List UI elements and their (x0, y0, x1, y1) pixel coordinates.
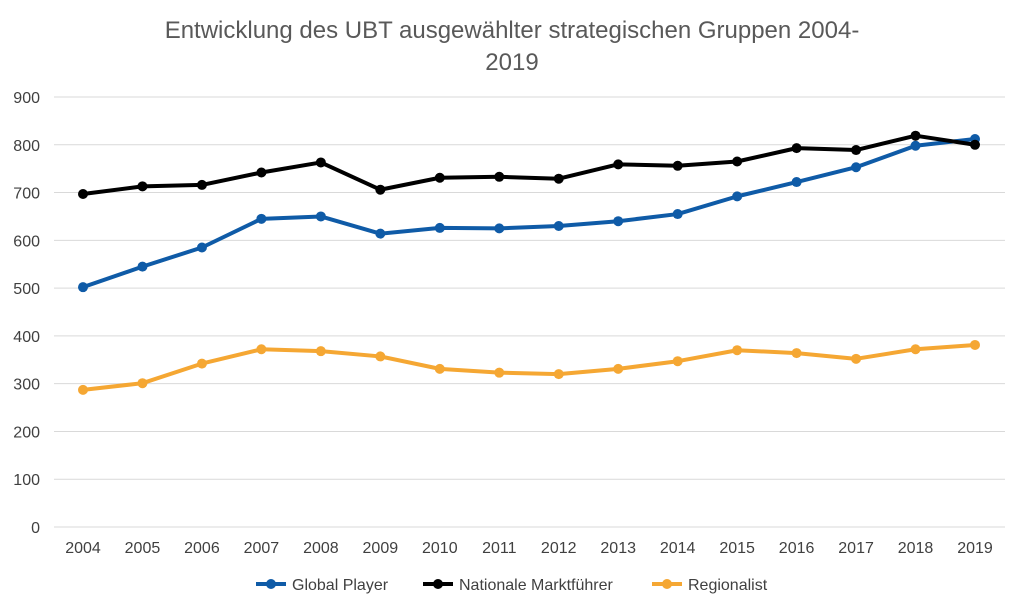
data-point (672, 356, 683, 367)
data-point (137, 261, 148, 272)
x-tick-label: 2017 (838, 540, 874, 557)
data-point (970, 339, 980, 350)
series-0 (78, 134, 980, 293)
y-tick-label: 900 (13, 90, 40, 107)
legend-marker (266, 579, 276, 589)
x-tick-label: 2018 (898, 540, 934, 557)
data-point (315, 211, 326, 222)
y-tick-label: 300 (13, 377, 40, 394)
x-tick-label: 2008 (303, 540, 339, 557)
legend-item-0: Global Player (256, 577, 389, 594)
data-point (196, 358, 207, 369)
y-tick-label: 500 (13, 281, 40, 298)
data-point (732, 345, 743, 356)
x-tick-label: 2019 (957, 540, 993, 557)
series-lines (78, 130, 980, 395)
y-tick-label: 400 (13, 329, 40, 346)
data-point (494, 367, 505, 378)
data-point (910, 140, 921, 151)
y-axis-ticks: 0 100 200 300 400 500 600 700 800 900 (13, 90, 40, 537)
chart-title-line-1: Entwicklung des UBT ausgewählter strateg… (165, 17, 860, 44)
data-point (434, 363, 445, 374)
x-tick-label: 2015 (719, 540, 755, 557)
data-point (494, 171, 505, 182)
data-point (78, 188, 88, 199)
legend-label: Nationale Marktführer (459, 577, 614, 594)
data-point (613, 363, 624, 374)
series-line (81, 137, 977, 290)
y-tick-label: 100 (13, 472, 40, 489)
data-point (613, 216, 624, 227)
x-tick-label: 2010 (422, 540, 458, 557)
data-point (78, 282, 88, 293)
x-tick-label: 2011 (482, 540, 517, 557)
data-point (970, 139, 980, 150)
data-point (791, 143, 802, 154)
x-tick-label: 2014 (660, 540, 696, 557)
data-point (910, 130, 921, 141)
x-tick-label: 2009 (363, 540, 399, 557)
data-point (910, 344, 921, 355)
y-tick-label: 0 (31, 520, 40, 537)
series-line (81, 133, 977, 196)
data-point (434, 222, 445, 233)
x-tick-label: 2004 (65, 540, 101, 557)
data-point (791, 348, 802, 359)
legend-marker (662, 579, 672, 589)
data-point (553, 369, 564, 380)
data-point (375, 228, 386, 239)
y-tick-label: 800 (13, 138, 40, 155)
legend-item-2: Regionalist (652, 577, 768, 594)
data-point (434, 172, 445, 183)
data-point (494, 223, 505, 234)
data-point (78, 384, 88, 395)
y-tick-label: 200 (13, 424, 40, 441)
legend-marker (433, 579, 443, 589)
x-axis-ticks: 2004 2005 2006 2007 2008 2009 2010 2011 2012 2013… (65, 540, 993, 557)
series-2 (78, 339, 980, 395)
y-tick-label: 700 (13, 186, 40, 203)
series-line (81, 342, 977, 392)
x-tick-label: 2012 (541, 540, 577, 557)
x-tick-label: 2013 (600, 540, 636, 557)
series-1 (78, 130, 980, 199)
data-point (196, 242, 207, 253)
data-point (851, 162, 862, 173)
x-tick-label: 2007 (244, 540, 280, 557)
legend-item-1: Nationale Marktführer (423, 577, 614, 594)
data-point (613, 159, 624, 170)
data-point (732, 191, 743, 202)
data-point (256, 213, 267, 224)
legend: Global Player Nationale Marktführer Region… (256, 577, 768, 594)
x-tick-label: 2016 (779, 540, 815, 557)
data-point (315, 157, 326, 168)
data-point (137, 181, 148, 192)
y-tick-label: 600 (13, 233, 40, 250)
data-point (791, 177, 802, 188)
data-point (732, 156, 743, 167)
data-point (196, 179, 207, 190)
x-tick-label: 2006 (184, 540, 220, 557)
data-point (375, 351, 386, 362)
data-point (375, 184, 386, 195)
data-point (851, 145, 862, 156)
data-point (553, 173, 564, 184)
data-point (256, 167, 267, 178)
data-point (672, 160, 683, 171)
data-point (315, 346, 326, 357)
data-point (851, 353, 862, 364)
legend-label: Regionalist (688, 577, 768, 594)
legend-label: Global Player (292, 577, 389, 594)
data-point (672, 209, 683, 220)
data-point (256, 344, 267, 355)
data-point (553, 221, 564, 231)
gridlines (54, 96, 1005, 528)
chart-title-line-2: 2019 (485, 49, 538, 76)
x-tick-label: 2005 (125, 540, 161, 557)
data-point (137, 378, 148, 389)
